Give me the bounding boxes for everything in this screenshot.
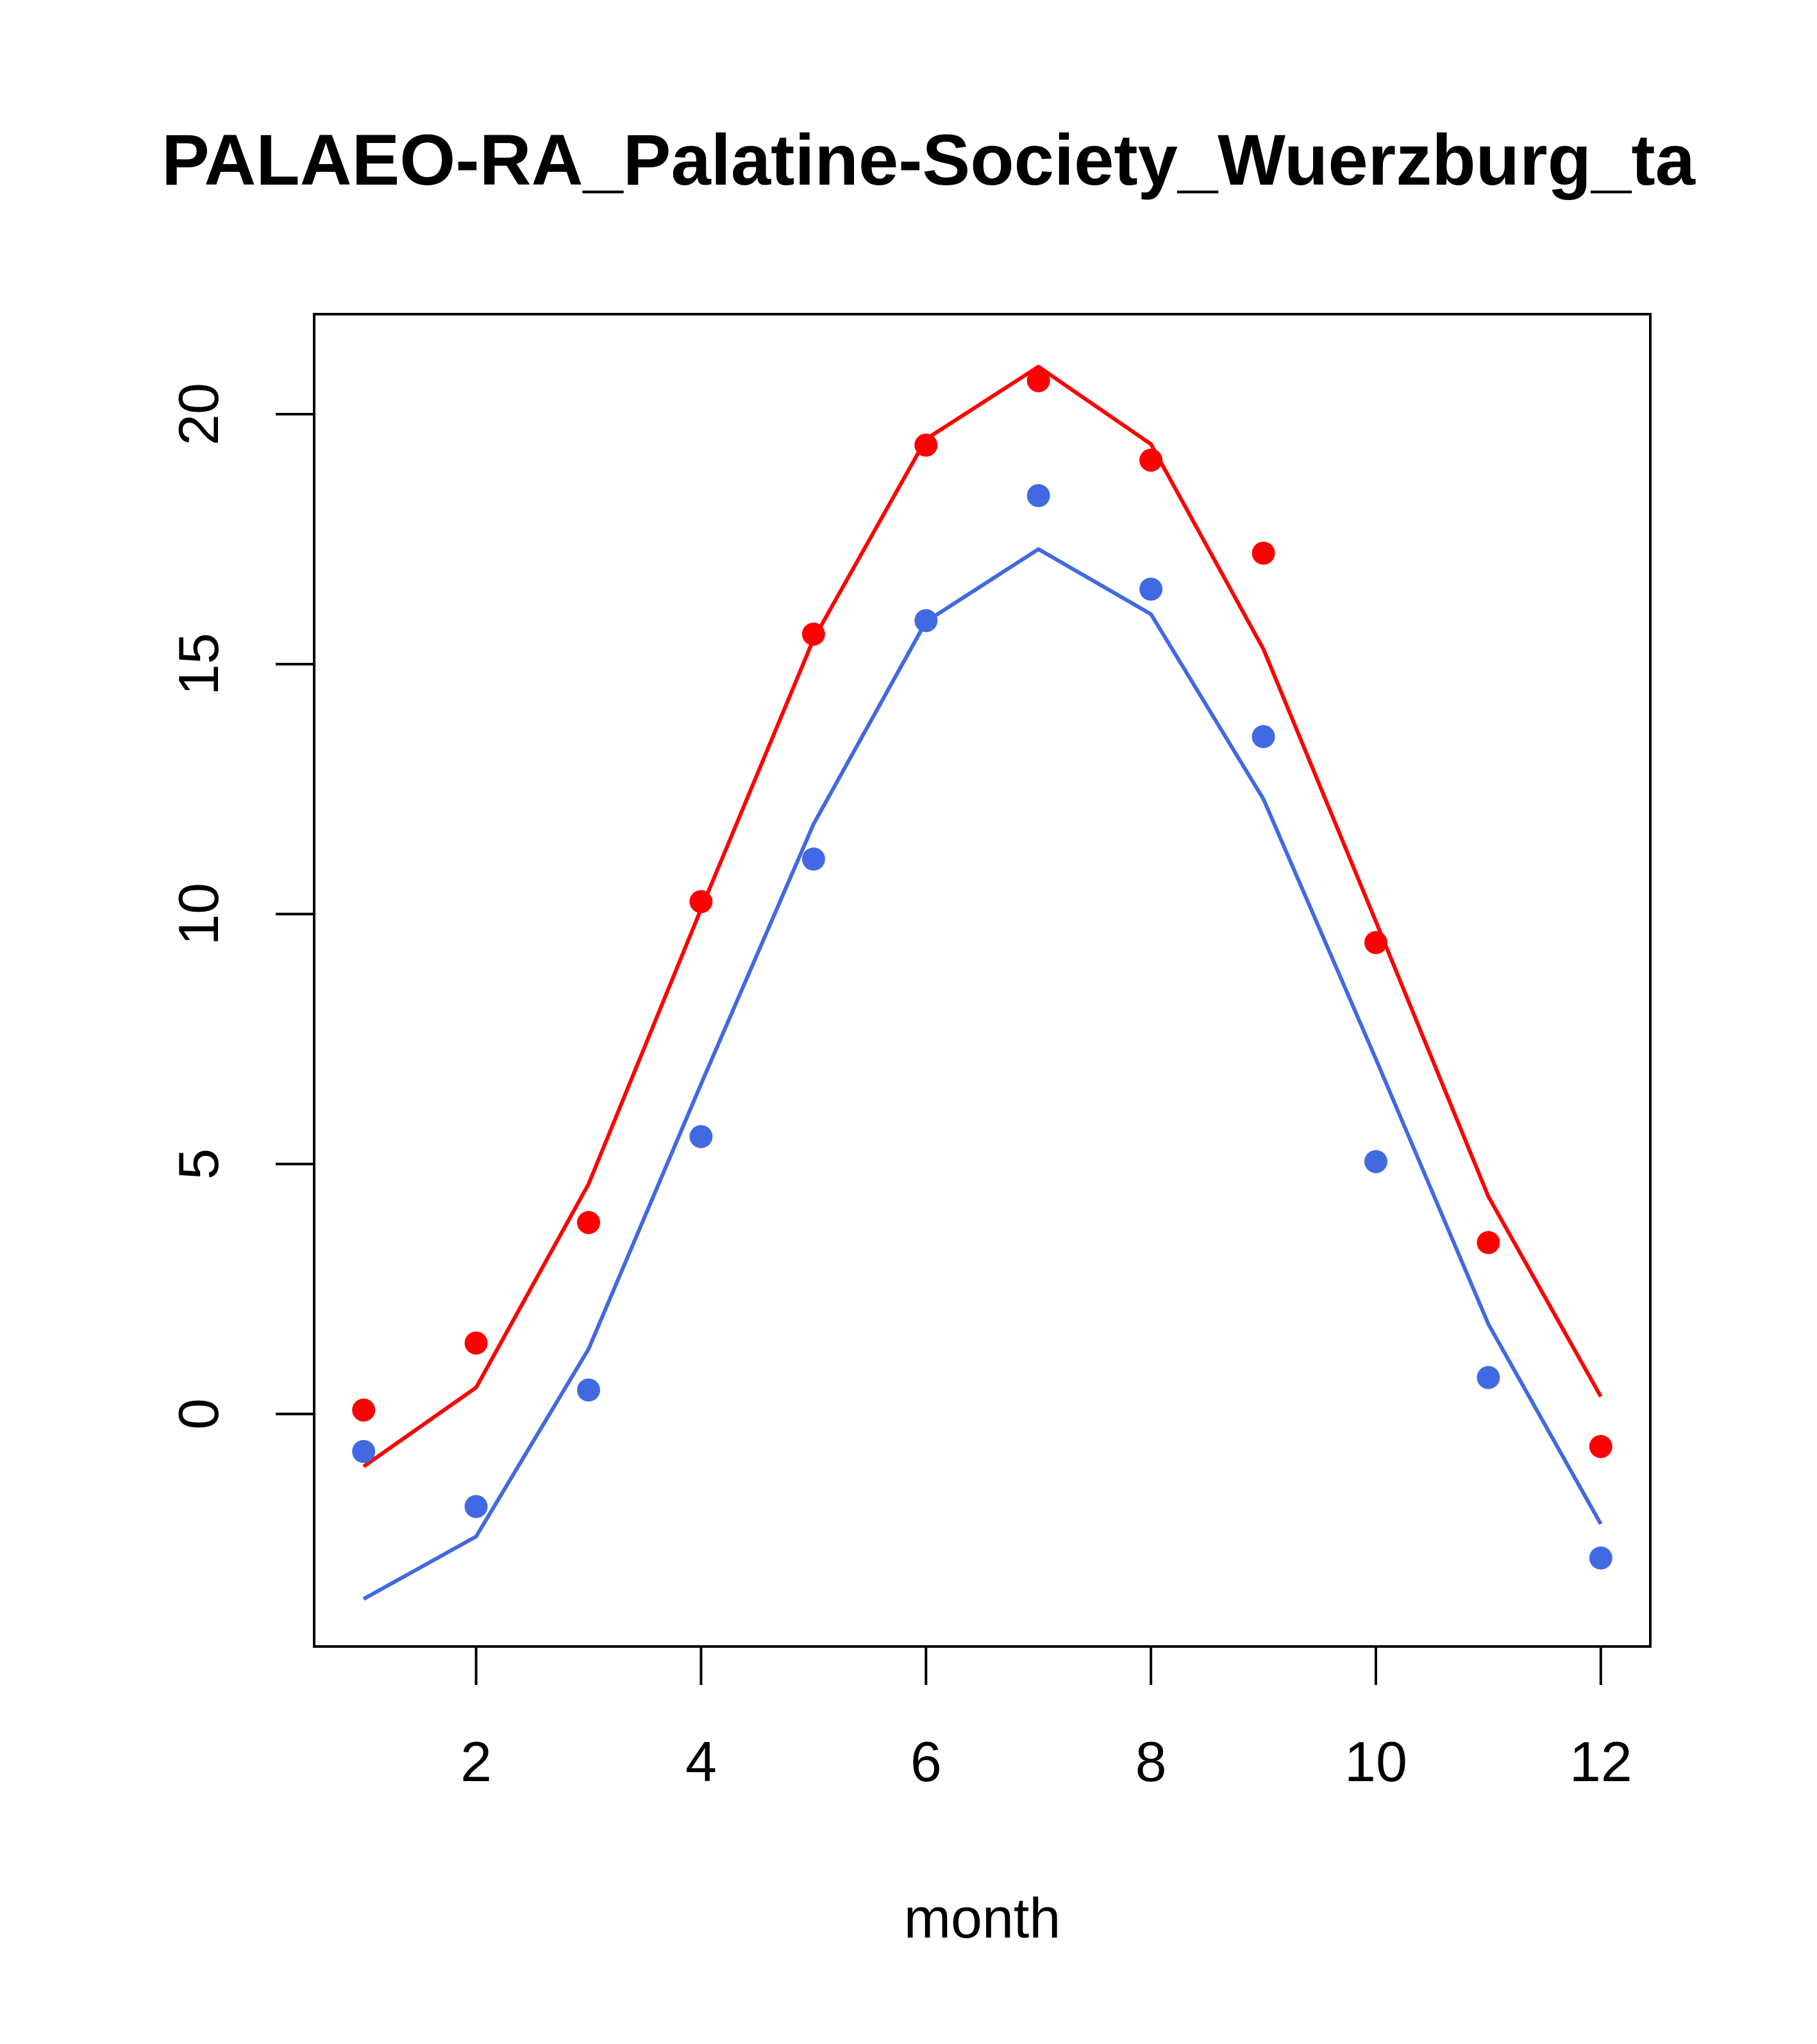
series-2-point [577,1378,600,1402]
series-1-point [801,623,825,646]
series-1-point [1364,931,1387,955]
series-1-point [914,433,938,457]
series-2-point [1364,1150,1387,1173]
series-1-point [352,1398,376,1422]
x-tick-label: 6 [910,1730,942,1793]
series-2-point [1139,577,1163,601]
series-2-point [1589,1546,1612,1570]
x-tick-label: 12 [1570,1730,1632,1793]
series-1-point [464,1331,488,1355]
series-1-point [1026,369,1050,392]
series-1-point [689,890,713,914]
y-tick-label: 10 [167,883,230,946]
series-2-point [1477,1366,1500,1389]
series-layer [352,364,1612,1601]
x-tick-label: 10 [1344,1730,1407,1793]
series-2-point [914,609,938,632]
series-1-point [1139,448,1163,472]
series-2-point [801,847,825,871]
series-2-point [689,1125,713,1148]
series-1-point [577,1210,600,1234]
x-tick-label: 2 [460,1730,492,1793]
series-2-point [1026,484,1050,507]
series-2-line [362,547,1603,1601]
plot-frame [313,313,1652,1648]
x-tick-label: 8 [1135,1730,1167,1793]
series-1-line [362,364,1603,1468]
series-2-point [1252,725,1275,748]
series-2-point [352,1439,376,1463]
series-2-point [464,1495,488,1518]
chart-title: PALAEO-RA_Palatine-Society_Wuerzburg_ta [162,120,1696,200]
y-tick-label: 5 [167,1148,230,1180]
x-axis-title: month [904,1886,1061,1950]
series-1-point [1589,1435,1612,1459]
y-axis: 0 5 10 15 20 [167,383,315,1430]
y-tick-label: 20 [167,383,230,446]
y-tick-label: 15 [167,633,230,696]
x-axis: 2 4 6 8 10 12 [460,1645,1632,1793]
series-1-point [1252,541,1275,565]
x-tick-label: 4 [685,1730,717,1793]
y-tick-label: 0 [167,1398,230,1430]
series-1-point [1477,1231,1500,1254]
